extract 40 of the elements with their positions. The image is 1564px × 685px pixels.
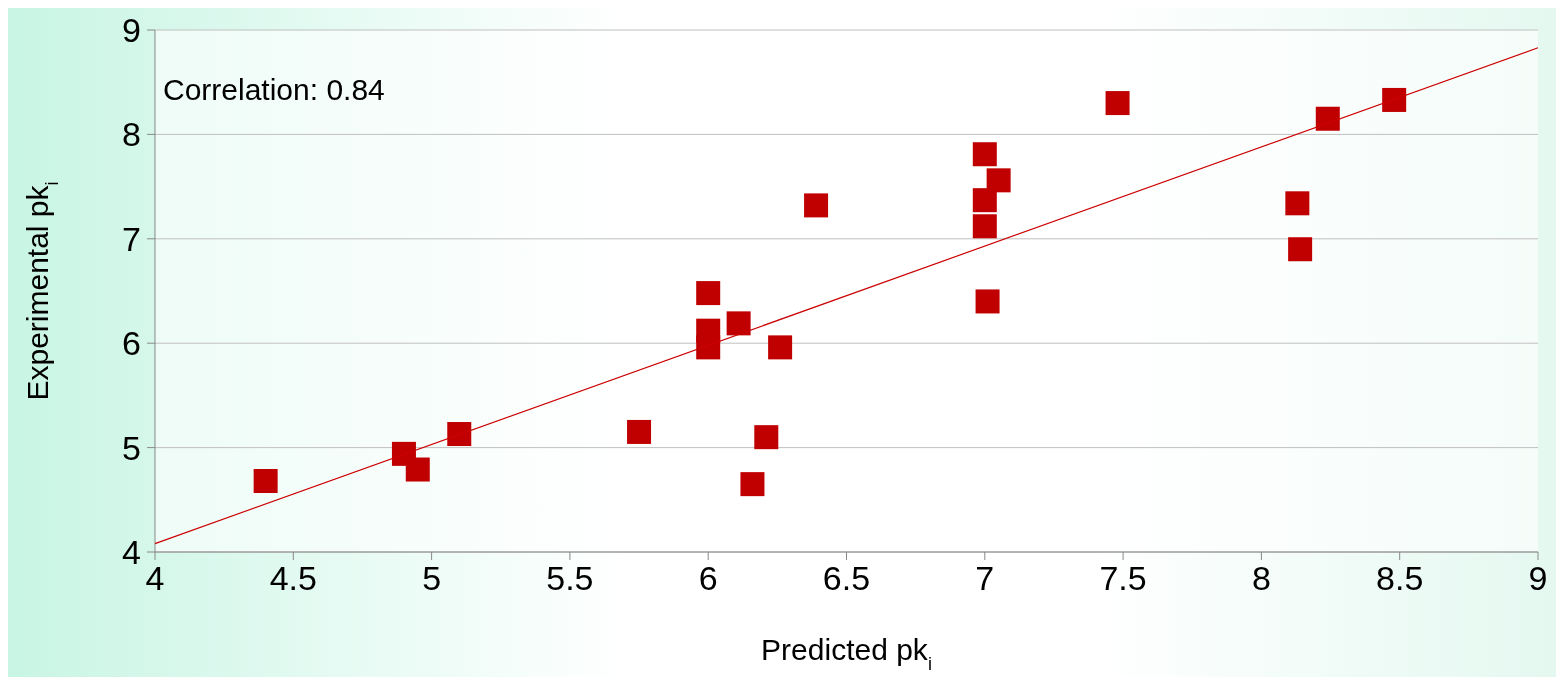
x-tick-label: 5 — [422, 559, 442, 597]
point — [253, 469, 278, 494]
point — [696, 335, 721, 360]
point — [740, 472, 765, 497]
x-tick-label: 4 — [145, 559, 165, 597]
point — [768, 335, 793, 360]
x-tick-label: 8 — [1251, 559, 1271, 597]
y-tick-label: 7 — [122, 219, 141, 258]
point — [696, 281, 721, 306]
x-tick-label: 6.5 — [822, 559, 871, 597]
x-tick-label: 7 — [975, 559, 995, 597]
point — [972, 142, 997, 167]
point — [1315, 106, 1340, 131]
point — [986, 168, 1011, 193]
x-tick-label: 7.5 — [1099, 559, 1147, 597]
annotation: Correlation: 0.84 — [163, 73, 385, 106]
point — [972, 188, 997, 213]
point — [754, 425, 779, 450]
point — [1288, 237, 1313, 262]
y-tick-label: 4 — [122, 532, 141, 571]
y-tick-label: 6 — [122, 324, 141, 363]
x-tick-label: 9 — [1528, 559, 1548, 597]
y-tick-label: 8 — [122, 115, 141, 154]
point — [627, 419, 652, 444]
point — [726, 311, 751, 336]
x-tick-label: 8.5 — [1376, 559, 1424, 597]
point — [972, 214, 997, 239]
x-tick-label: 5.5 — [546, 559, 594, 597]
point — [975, 289, 1000, 314]
x-tick-label: 6 — [698, 559, 718, 597]
point — [1382, 87, 1407, 112]
x-tick-label: 4.5 — [269, 559, 317, 597]
point — [1285, 191, 1310, 216]
point — [804, 193, 829, 218]
x-axis-title: Predicted pk$_{i}$ — [761, 633, 932, 674]
point — [447, 422, 472, 447]
y-tick-label: 9 — [122, 10, 141, 49]
point — [405, 457, 430, 482]
y-tick-label: 5 — [122, 428, 141, 467]
point — [1105, 91, 1130, 116]
